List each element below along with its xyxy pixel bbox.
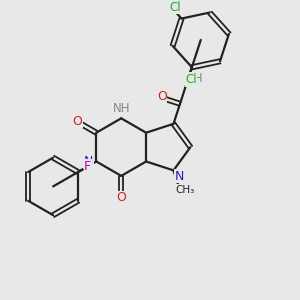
Text: Cl: Cl <box>185 74 197 86</box>
Text: Cl: Cl <box>169 1 181 13</box>
Text: O: O <box>157 90 166 103</box>
Text: O: O <box>72 115 82 128</box>
Text: CH₃: CH₃ <box>176 184 195 195</box>
Text: NH: NH <box>185 72 203 86</box>
Text: NH: NH <box>112 102 130 115</box>
Text: F: F <box>84 160 91 173</box>
Text: N: N <box>84 155 93 168</box>
Text: N: N <box>175 169 184 183</box>
Text: O: O <box>116 191 126 204</box>
